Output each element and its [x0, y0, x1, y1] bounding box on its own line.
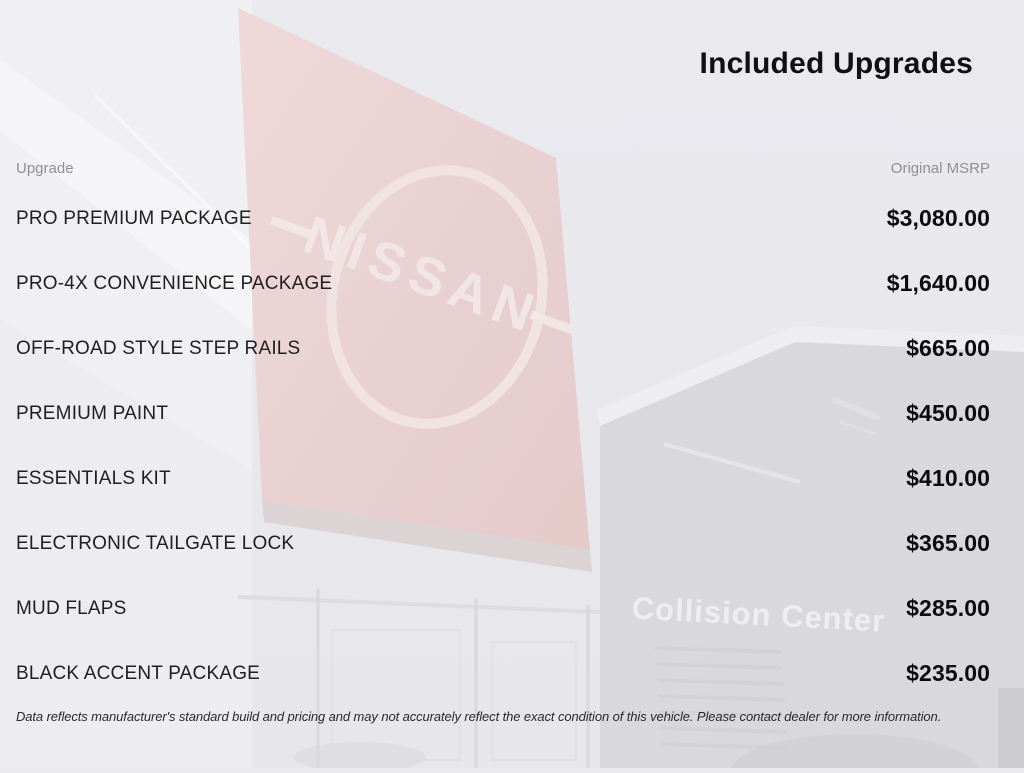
upgrade-name: ELECTRONIC TAILGATE LOCK: [16, 532, 295, 554]
table-header: Upgrade Original MSRP: [16, 160, 990, 178]
table-row: ESSENTIALS KIT $410.00: [16, 446, 990, 511]
upgrade-msrp: $365.00: [906, 530, 990, 556]
upgrade-msrp: $665.00: [906, 335, 990, 361]
table-row: PRO PREMIUM PACKAGE $3,080.00: [16, 186, 990, 251]
table-row: PREMIUM PAINT $450.00: [16, 381, 990, 446]
disclaimer-text: Data reflects manufacturer's standard bu…: [16, 709, 942, 724]
louver-slats: [654, 646, 789, 750]
table-row: PRO-4X CONVENIENCE PACKAGE $1,640.00: [16, 251, 990, 316]
showroom-windows: [237, 588, 603, 772]
upgrade-msrp: $3,080.00: [886, 205, 990, 231]
table-row: ELECTRONIC TAILGATE LOCK $365.00: [16, 511, 990, 576]
collision-center-building: Collision Center: [597, 326, 1024, 773]
upgrade-msrp: $235.00: [906, 660, 990, 686]
upgrade-msrp: $285.00: [906, 595, 990, 621]
table-row: MUD FLAPS $285.00: [16, 576, 990, 641]
upgrade-name: PRO-4X CONVENIENCE PACKAGE: [16, 272, 333, 294]
showroom-car-silhouette: [294, 742, 426, 772]
faint-building-logo: [831, 397, 882, 421]
table-row: BLACK ACCENT PACKAGE $235.00: [16, 641, 990, 706]
upgrade-name: ESSENTIALS KIT: [16, 467, 171, 489]
upgrade-msrp: $410.00: [906, 465, 990, 491]
upgrade-name: BLACK ACCENT PACKAGE: [16, 662, 261, 684]
upgrade-name: OFF-ROAD STYLE STEP RAILS: [16, 337, 301, 359]
column-header-original-msrp: Original MSRP: [890, 160, 990, 177]
page-title: Included Upgrades: [699, 47, 973, 80]
upgrade-name: PREMIUM PAINT: [16, 402, 169, 424]
table-row: OFF-ROAD STYLE STEP RAILS $665.00: [16, 316, 990, 381]
upgrade-name: PRO PREMIUM PACKAGE: [16, 207, 252, 229]
parked-car-silhouette: [730, 734, 980, 773]
upgrade-msrp: $450.00: [906, 400, 990, 426]
nissan-emblem-ring: [326, 165, 548, 429]
left-building: [0, 0, 254, 768]
upgrade-name: MUD FLAPS: [16, 597, 127, 619]
upgrades-table: PRO PREMIUM PACKAGE $3,080.00 PRO-4X CON…: [16, 186, 990, 706]
column-header-upgrade: Upgrade: [16, 160, 74, 177]
nissan-sign: NISSAN: [238, 8, 592, 572]
upgrade-msrp: $1,640.00: [886, 270, 990, 296]
